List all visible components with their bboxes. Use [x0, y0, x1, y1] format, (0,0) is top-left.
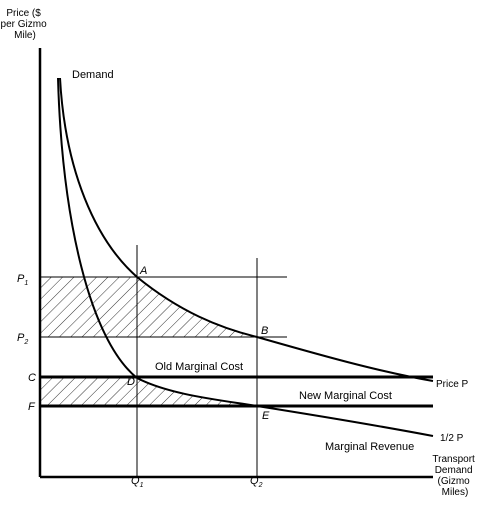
lines	[38, 48, 434, 479]
point-e: E	[262, 410, 270, 422]
f-label: F	[28, 401, 36, 413]
new-mc-label: New Marginal Cost	[299, 390, 392, 402]
q2-label: Q2	[250, 475, 263, 489]
price-label: Price P	[436, 379, 469, 390]
hatched-areas	[40, 277, 257, 406]
old-mc-label: Old Marginal Cost	[155, 361, 243, 373]
point-b: B	[261, 325, 268, 337]
half-price-label: 1/2 P	[440, 433, 464, 444]
q1-label: Q1	[131, 475, 144, 489]
point-d: D	[127, 376, 135, 388]
mr-label: Marginal Revenue	[325, 441, 414, 453]
mr-curve	[57, 77, 434, 437]
c-label: C	[28, 372, 36, 384]
hatch-cost	[40, 377, 257, 406]
demand-curve	[59, 77, 434, 382]
y-axis-label: Price ($ per Gizmo Mile)	[1, 8, 50, 41]
point-a: A	[139, 265, 147, 277]
x-axis-label: Transport Demand (Gizmo Miles)	[432, 454, 477, 498]
p1-label: P1	[17, 273, 28, 287]
p2-label: P2	[17, 332, 28, 346]
demand-label: Demand	[72, 69, 114, 81]
hatch-monopoly	[40, 277, 257, 337]
